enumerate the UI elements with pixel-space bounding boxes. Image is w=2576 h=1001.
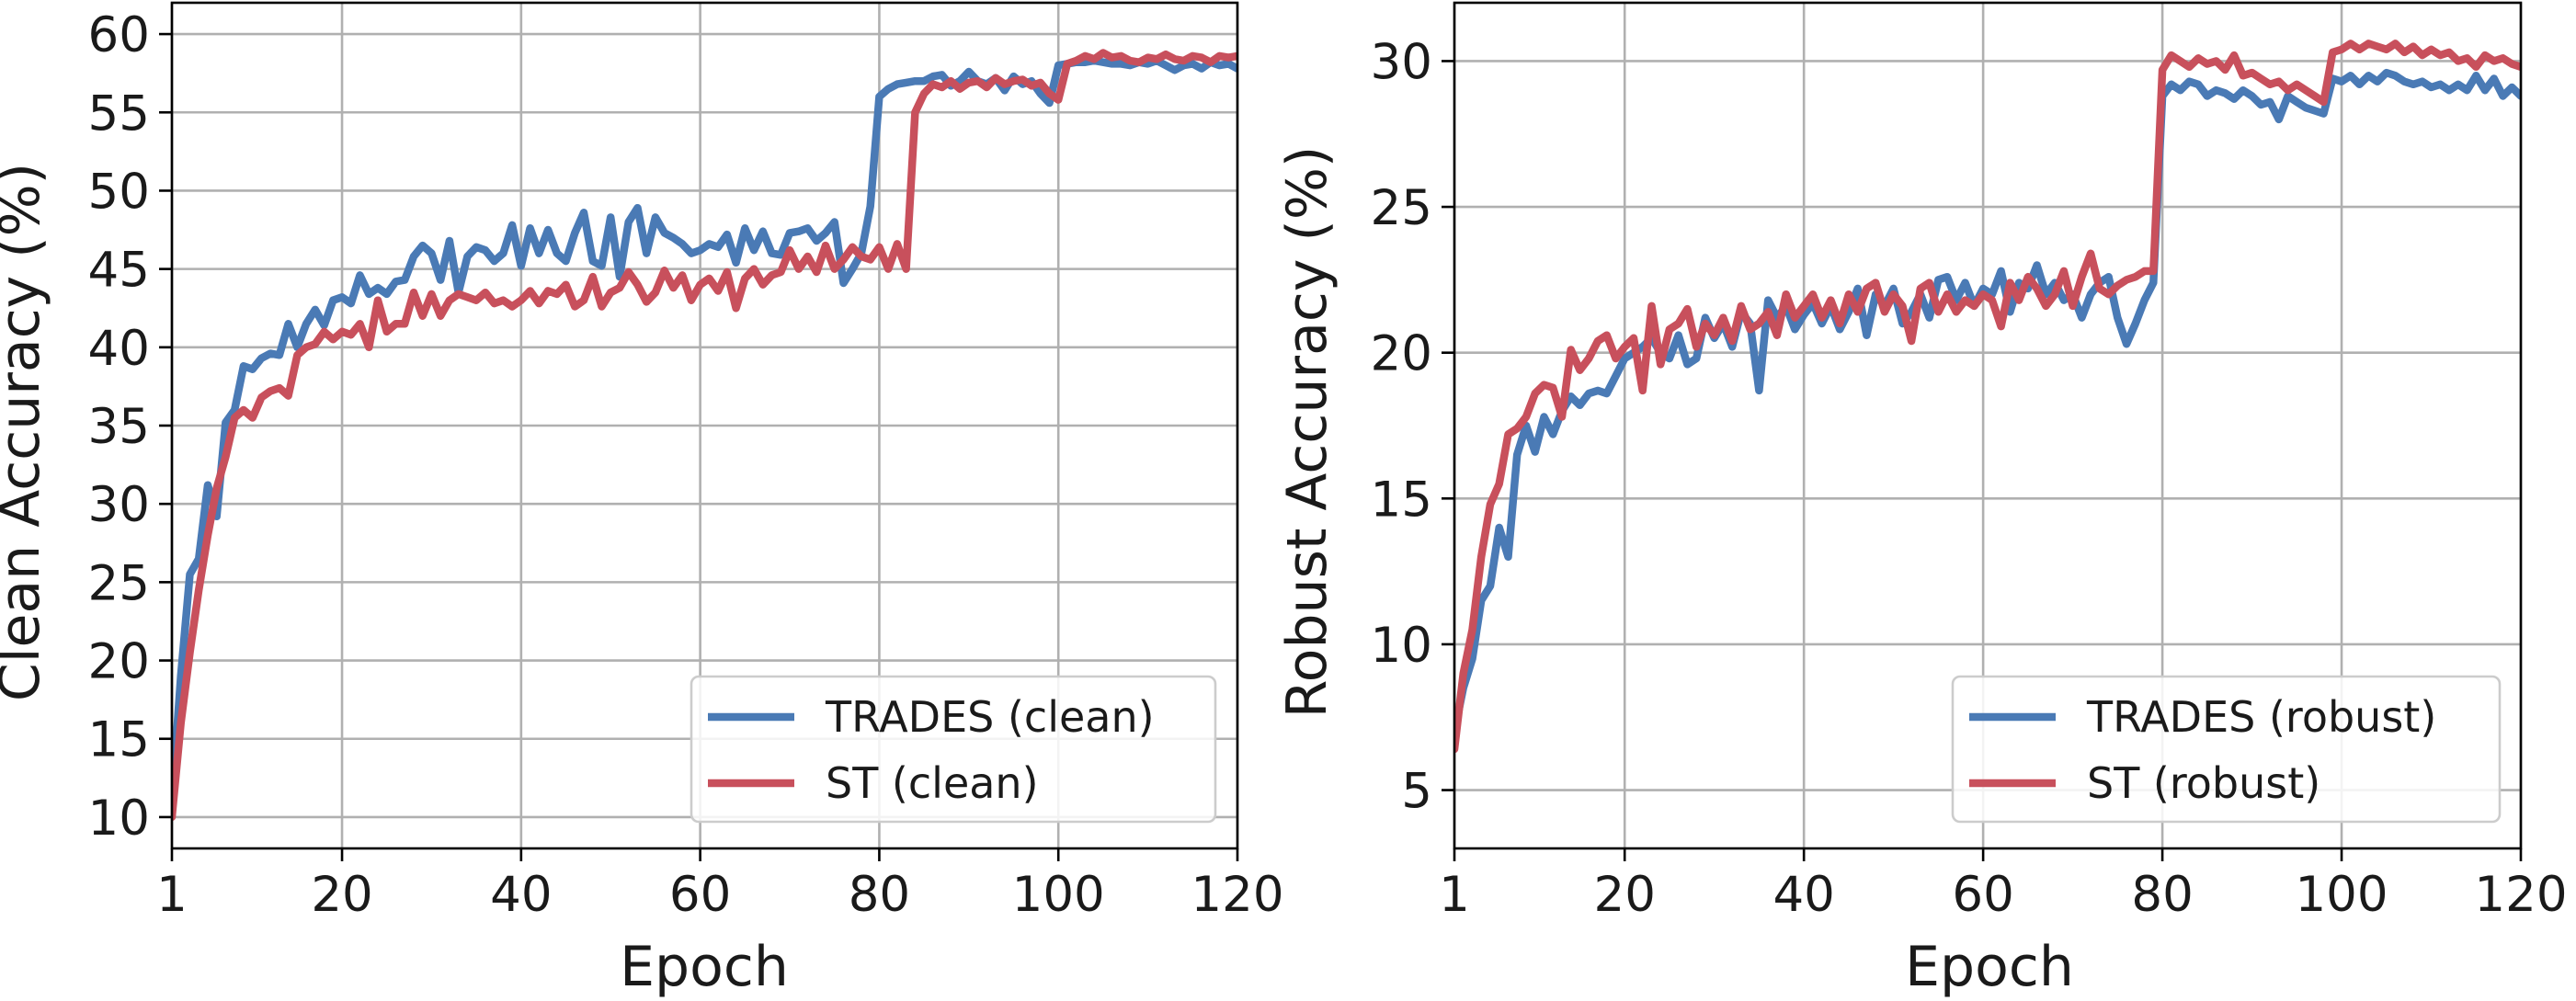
series-line	[1454, 68, 2521, 736]
legend-box	[690, 675, 1217, 824]
y-tick-label: 60	[88, 7, 150, 63]
grid	[170, 3, 1239, 848]
chart-clean-accuracy: Clean Accuracy (%) Epoch 1 20 40 60 80 100 120…	[0, 1, 1284, 999]
x-tick-label: 1	[156, 867, 188, 923]
x-tick-label: 100	[1012, 867, 1105, 923]
x-axis-label: Epoch	[620, 935, 789, 999]
y-tick-label: 10	[1371, 618, 1432, 674]
y-tick-label: 40	[88, 321, 150, 377]
y-tick-label: 35	[88, 399, 150, 455]
x-tick-label: 120	[2474, 867, 2567, 923]
series-line	[172, 56, 1237, 806]
legend-box	[1951, 675, 2502, 824]
x-tick-label: 20	[1593, 867, 1655, 923]
x-tick-label: 120	[1191, 867, 1283, 923]
y-tick-label: 25	[88, 555, 150, 611]
x-tick-label: 1	[1439, 867, 1470, 923]
legend-label: ST (clean)	[826, 758, 1039, 808]
x-axis-label: Epoch	[1905, 935, 2074, 999]
x-tick-label: 80	[849, 867, 910, 923]
legend: TRADES (clean) ST (clean)	[690, 675, 1217, 824]
plot-frame	[170, 1, 1239, 850]
series-group	[1454, 40, 2521, 754]
x-tick-label: 40	[490, 867, 552, 923]
x-tick-label: 80	[2131, 867, 2193, 923]
y-tick-label: 5	[1401, 764, 1432, 820]
legend-label: TRADES (robust)	[2086, 692, 2436, 742]
series-group	[172, 49, 1237, 822]
series-line	[1454, 40, 2521, 754]
y-tick-label: 20	[1371, 326, 1432, 382]
y-axis-label: Clean Accuracy (%)	[0, 163, 52, 701]
y-tick-label: 50	[88, 164, 150, 220]
x-tick-label: 20	[311, 867, 372, 923]
y-tick-label: 20	[88, 634, 150, 690]
y-tick-label: 55	[88, 85, 150, 142]
series-line	[172, 49, 1237, 822]
y-tick-label: 30	[88, 477, 150, 533]
plot-frame	[1453, 1, 2523, 850]
legend: TRADES (robust) ST (robust)	[1951, 675, 2502, 824]
x-tick-label: 60	[1952, 867, 2013, 923]
legend-label: TRADES (clean)	[825, 692, 1155, 742]
y-tick-label: 10	[88, 791, 150, 847]
y-tick-label: 25	[1371, 180, 1432, 236]
legend-label: ST (robust)	[2087, 758, 2320, 808]
y-tick-label: 15	[88, 712, 150, 768]
x-tick-label: 60	[669, 867, 731, 923]
x-tick-label: 100	[2295, 867, 2388, 923]
x-tick-label: 40	[1772, 867, 1834, 923]
y-tick-label: 45	[88, 243, 150, 299]
chart-robust-accuracy: Robust Accuracy (%) Epoch 1 20 40 60 80 100 12…	[1275, 1, 2568, 999]
y-axis-label: Robust Accuracy (%)	[1275, 146, 1339, 719]
y-tick-label: 30	[1371, 34, 1432, 90]
y-tick-label: 15	[1371, 472, 1432, 528]
